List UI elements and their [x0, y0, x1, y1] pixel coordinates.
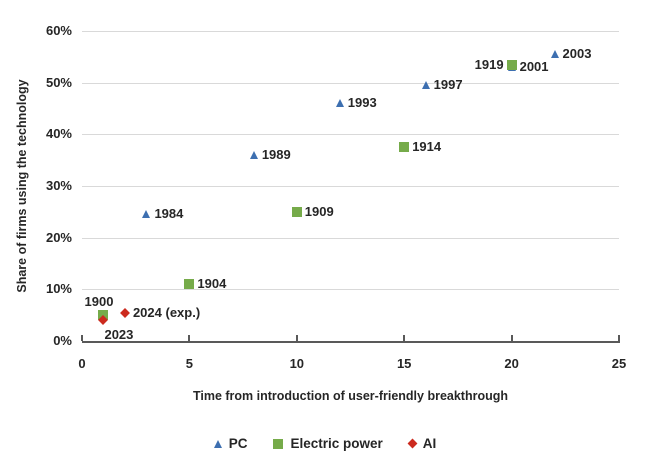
- legend-item-pc: PC: [213, 436, 248, 451]
- point-label-2001: 2001: [519, 59, 549, 75]
- point-marker-1904: [184, 279, 195, 290]
- point-marker-1919: [506, 59, 517, 70]
- point-label-1909: 1909: [304, 203, 334, 219]
- gridline-60%: [82, 31, 619, 32]
- gridline-10%: [82, 289, 619, 291]
- x-tick: [81, 335, 83, 341]
- x-tick-label: 25: [611, 356, 627, 371]
- point-marker-1993: [335, 99, 344, 108]
- point-label-2003: 2003: [562, 46, 592, 62]
- y-axis-title: Share of firms using the technology: [15, 79, 29, 293]
- diamond-legend-icon: [407, 438, 418, 449]
- y-tick-label: 20%: [45, 229, 72, 245]
- point-label-1904: 1904: [197, 276, 227, 292]
- y-tick-label: 40%: [45, 126, 72, 142]
- point-marker-1914: [399, 142, 410, 153]
- y-tick-label: 50%: [45, 74, 72, 90]
- legend-item-ai: AI: [407, 436, 437, 451]
- x-tick: [618, 335, 620, 341]
- square-legend-icon: [273, 438, 284, 449]
- point-label-1919: 1919: [474, 56, 504, 72]
- x-tick-label: 10: [289, 356, 305, 371]
- y-tick-label: 10%: [45, 281, 72, 297]
- legend-label-ai: AI: [422, 436, 437, 451]
- x-axis-line: [82, 341, 620, 343]
- gridline-20%: [82, 237, 619, 239]
- legend-label-pc: PC: [228, 436, 248, 451]
- x-tick: [403, 335, 406, 341]
- point-label-1900: 1900: [84, 294, 114, 310]
- point-marker-1984: [142, 210, 151, 219]
- x-tick-label: 15: [396, 356, 412, 371]
- y-tick-label: 30%: [45, 178, 72, 193]
- x-tick-label: 0: [78, 356, 86, 371]
- gridline-50%: [82, 82, 619, 84]
- x-tick: [510, 335, 513, 341]
- point-marker-1909: [291, 206, 302, 217]
- y-tick-label: 0%: [53, 333, 72, 348]
- point-marker-1989: [249, 151, 258, 159]
- point-marker-2024 (exp.): [120, 307, 130, 318]
- point-marker-1997: [421, 81, 430, 90]
- point-label-1984: 1984: [154, 206, 184, 222]
- triangle-legend-icon: [213, 439, 222, 448]
- point-label-1997: 1997: [433, 77, 463, 93]
- legend-item-electric-power: Electric power: [273, 436, 383, 451]
- point-marker-1900: [98, 310, 109, 321]
- point-label-1914: 1914: [412, 139, 442, 155]
- x-axis-title: Time from introduction of user-friendly …: [192, 389, 509, 403]
- x-tick-label: 20: [504, 356, 519, 371]
- point-label-1989: 1989: [261, 147, 291, 162]
- x-tick: [295, 335, 298, 341]
- gridline-30%: [82, 186, 619, 187]
- point-label-1993: 1993: [347, 95, 377, 111]
- y-tick-label: 60%: [45, 23, 72, 38]
- point-label-2024 (exp.): 2024 (exp.): [132, 304, 201, 320]
- point-label-2023: 2023: [104, 327, 134, 343]
- x-tick: [188, 335, 191, 341]
- legend: PC Electric power AI: [0, 436, 650, 451]
- legend-label-electric-power: Electric power: [290, 436, 383, 451]
- point-marker-2003: [550, 50, 559, 59]
- gridline-40%: [82, 134, 619, 136]
- x-tick-label: 5: [185, 356, 193, 371]
